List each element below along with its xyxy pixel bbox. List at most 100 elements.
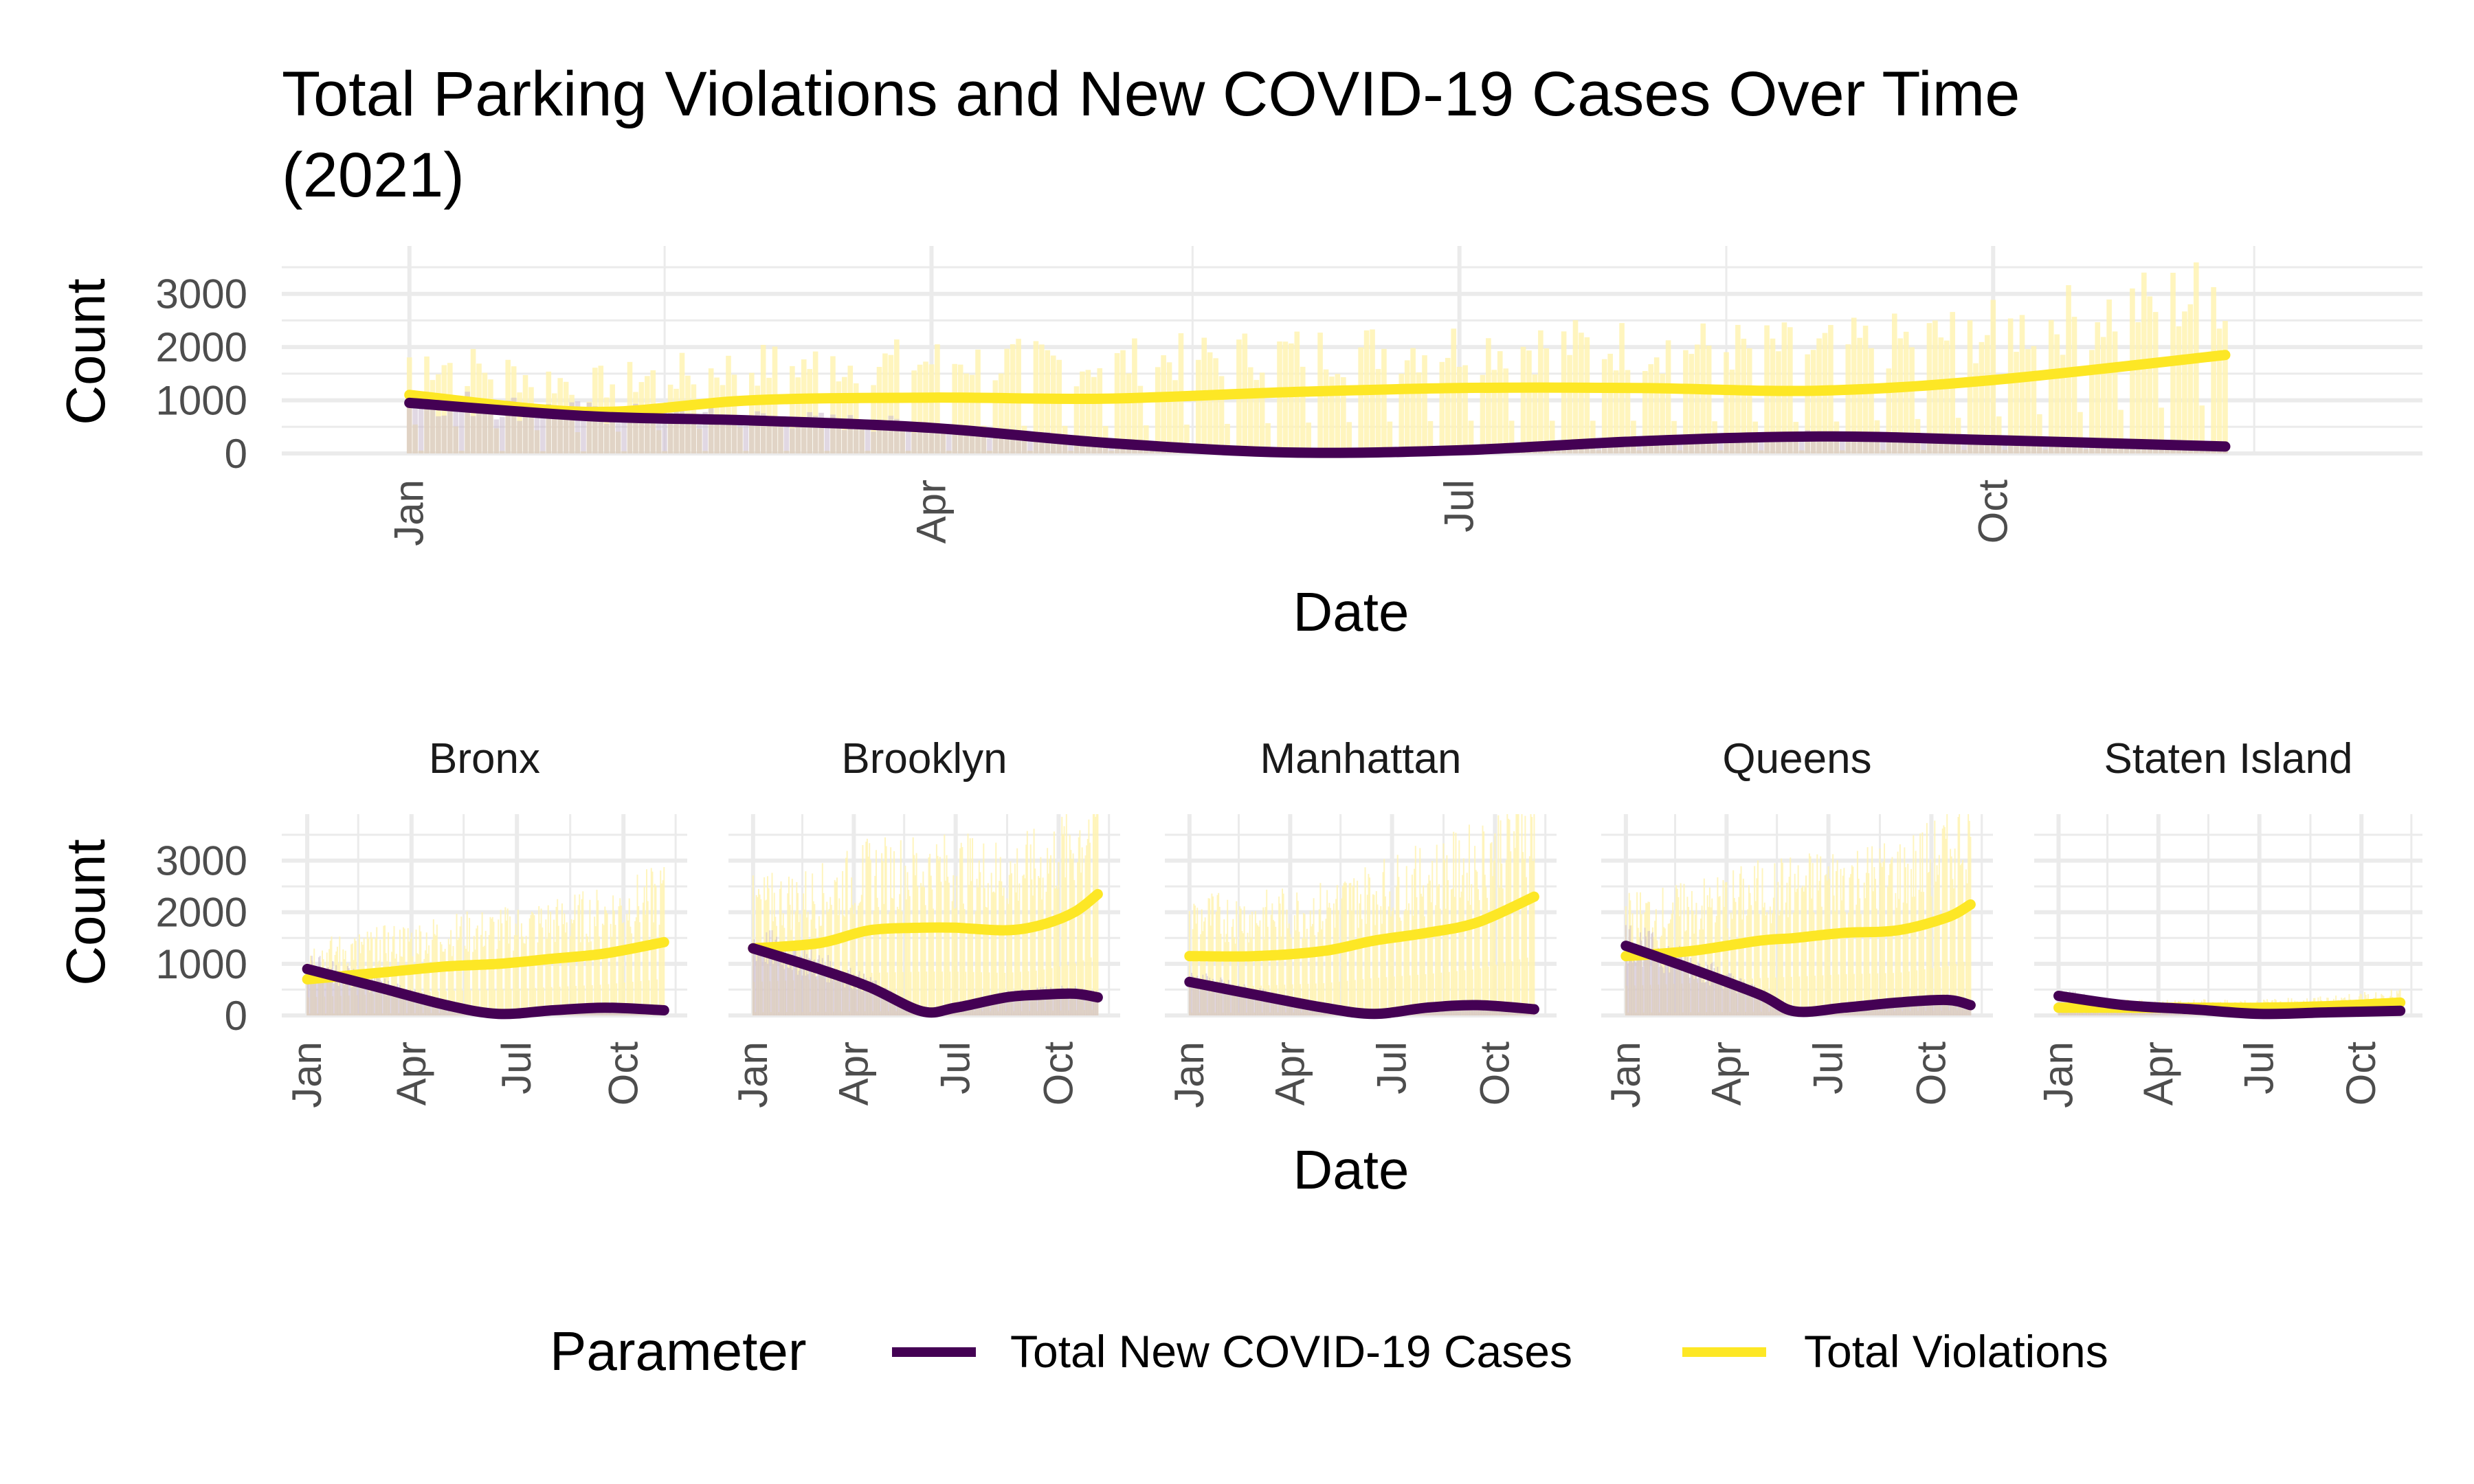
facet-raw-case-bar — [1926, 998, 1928, 1015]
overall-raw-violation-bar — [2054, 334, 2060, 453]
facet-raw-violation-bar — [904, 866, 906, 1015]
facet-raw-violation-bar — [629, 926, 632, 1015]
overall-raw-case-bar — [673, 409, 679, 453]
facet-raw-violation-bar — [1388, 906, 1390, 1015]
facet-raw-violation-bar — [1910, 868, 1913, 1015]
facet-raw-case-bar — [415, 997, 417, 1015]
overall-raw-case-bar — [1016, 438, 1021, 453]
overall-raw-case-bar — [650, 419, 656, 453]
facet-raw-violation-bar — [796, 892, 799, 1015]
facet-raw-violation-bar — [1440, 972, 1442, 1015]
facet-raw-violation-bar — [1451, 888, 1453, 1015]
overall-x-tick-label: Apr — [908, 480, 954, 543]
facet-raw-violation-bar — [1256, 923, 1258, 1015]
facet-raw-violation-bar — [1079, 830, 1081, 1015]
facet-raw-case-bar — [753, 939, 755, 1015]
overall-raw-case-bar — [1973, 441, 1979, 453]
facet-raw-case-bar — [979, 1002, 981, 1015]
facet-raw-violation-bar — [858, 903, 860, 1015]
overall-raw-case-bar — [476, 407, 482, 453]
facet-raw-case-bar — [1086, 1000, 1089, 1015]
facet-raw-violation-bar — [1203, 921, 1205, 1015]
facet-raw-violation-bar — [1393, 976, 1395, 1015]
facet-raw-case-bar — [393, 985, 395, 1015]
facet-raw-violation-bar — [1291, 937, 1293, 1015]
facet-raw-violation-bar — [1494, 833, 1496, 1015]
facet-raw-case-bar — [1467, 1007, 1469, 1015]
facet-raw-violation-bar — [1322, 921, 1324, 1015]
facet-raw-violation-bar — [1295, 930, 1297, 1015]
overall-raw-case-bar — [1729, 436, 1735, 453]
facet-raw-violation-bar — [873, 910, 875, 1015]
facet-raw-case-bar — [863, 974, 865, 1015]
facet-raw-case-bar — [342, 971, 344, 1015]
overall-raw-case-bar — [1671, 439, 1677, 453]
facet-raw-violation-bar — [526, 988, 528, 1015]
facet-raw-case-bar — [1245, 989, 1247, 1015]
overall-raw-violation-bar — [1607, 353, 1613, 453]
facet-raw-violation-bar — [1715, 916, 1717, 1015]
facet-raw-case-bar — [1204, 988, 1206, 1015]
facet-raw-case-bar — [1486, 1006, 1489, 1015]
facet-raw-violation-bar — [896, 906, 898, 1015]
facet-raw-case-bar — [326, 971, 328, 1015]
facet-raw-case-bar — [1025, 997, 1027, 1015]
overall-raw-case-bar — [2077, 442, 2083, 453]
facet-raw-violation-bar — [1330, 982, 1333, 1015]
overall-raw-case-bar — [424, 400, 430, 453]
overall-raw-violation-bar — [1091, 376, 1097, 453]
facet-raw-violation-bar — [913, 855, 915, 1015]
facet-raw-case-bar — [414, 989, 416, 1015]
facet-raw-violation-bar — [1251, 911, 1253, 1015]
facet-raw-case-bar — [860, 991, 862, 1015]
overall-raw-violation-bar — [2176, 326, 2182, 453]
facet-raw-case-bar — [1241, 991, 1243, 1015]
facet-raw-violation-bar — [944, 880, 946, 1015]
overall-raw-violation-bar — [2077, 412, 2083, 453]
facet-raw-violation-bar — [1929, 859, 1931, 1015]
facet-raw-case-bar — [1309, 1007, 1311, 1015]
facet-raw-violation-bar — [1241, 931, 1243, 1015]
facet-raw-case-bar — [806, 954, 807, 1015]
facet-raw-violation-bar — [1309, 910, 1311, 1015]
facet-raw-violation-bar — [1232, 919, 1234, 1015]
facet-raw-case-bar — [1298, 1004, 1300, 1015]
facet-raw-case-bar — [1483, 1007, 1485, 1015]
facet-raw-violation-bar — [1692, 911, 1694, 1015]
facet-raw-case-bar — [331, 968, 333, 1015]
facet-raw-violation-bar — [1362, 979, 1364, 1015]
overall-raw-violation-bar — [1387, 421, 1393, 453]
facet-raw-case-bar — [1053, 996, 1055, 1015]
facet-raw-violation-bar — [395, 954, 397, 1015]
facet-raw-case-bar — [1684, 953, 1686, 1015]
facet-raw-case-bar — [1672, 947, 1674, 1015]
facet-raw-violation-bar — [1796, 888, 1798, 1015]
overall-raw-case-bar — [748, 420, 755, 453]
facet-raw-case-bar — [764, 956, 766, 1015]
facet-raw-case-bar — [1961, 1002, 1963, 1015]
facet-raw-violation-bar — [901, 911, 903, 1015]
facet-raw-case-bar — [1959, 999, 1961, 1015]
facet-raw-case-bar — [999, 999, 1001, 1015]
facet-raw-violation-bar — [1437, 886, 1439, 1015]
facet-raw-violation-bar — [924, 905, 926, 1015]
facet-raw-violation-bar — [1829, 974, 1831, 1015]
facet-raw-violation-bar — [851, 905, 854, 1015]
facet-raw-case-bar — [1665, 950, 1667, 1015]
facet-raw-case-bar — [437, 1004, 439, 1015]
facet-raw-case-bar — [442, 1004, 444, 1015]
facet-raw-violation-bar — [1042, 877, 1044, 1015]
facet-raw-violation-bar — [937, 855, 939, 1015]
facet-raw-case-bar — [1024, 991, 1026, 1015]
facet-raw-violation-bar — [1715, 922, 1717, 1015]
facet-raw-violation-bar — [1333, 903, 1335, 1015]
facet-line-total-violations — [1184, 891, 1539, 962]
facet-raw-case-bar — [1465, 1006, 1467, 1015]
facet-raw-case-bar — [1083, 999, 1085, 1015]
facet-raw-violation-bar — [1533, 814, 1535, 1015]
facet-raw-case-bar — [858, 971, 860, 1015]
overall-raw-violation-bar — [1346, 422, 1352, 453]
facet-raw-violation-bar — [586, 934, 588, 1015]
facet-raw-violation-bar — [1377, 904, 1379, 1015]
facet-raw-case-bar — [1079, 989, 1081, 1015]
